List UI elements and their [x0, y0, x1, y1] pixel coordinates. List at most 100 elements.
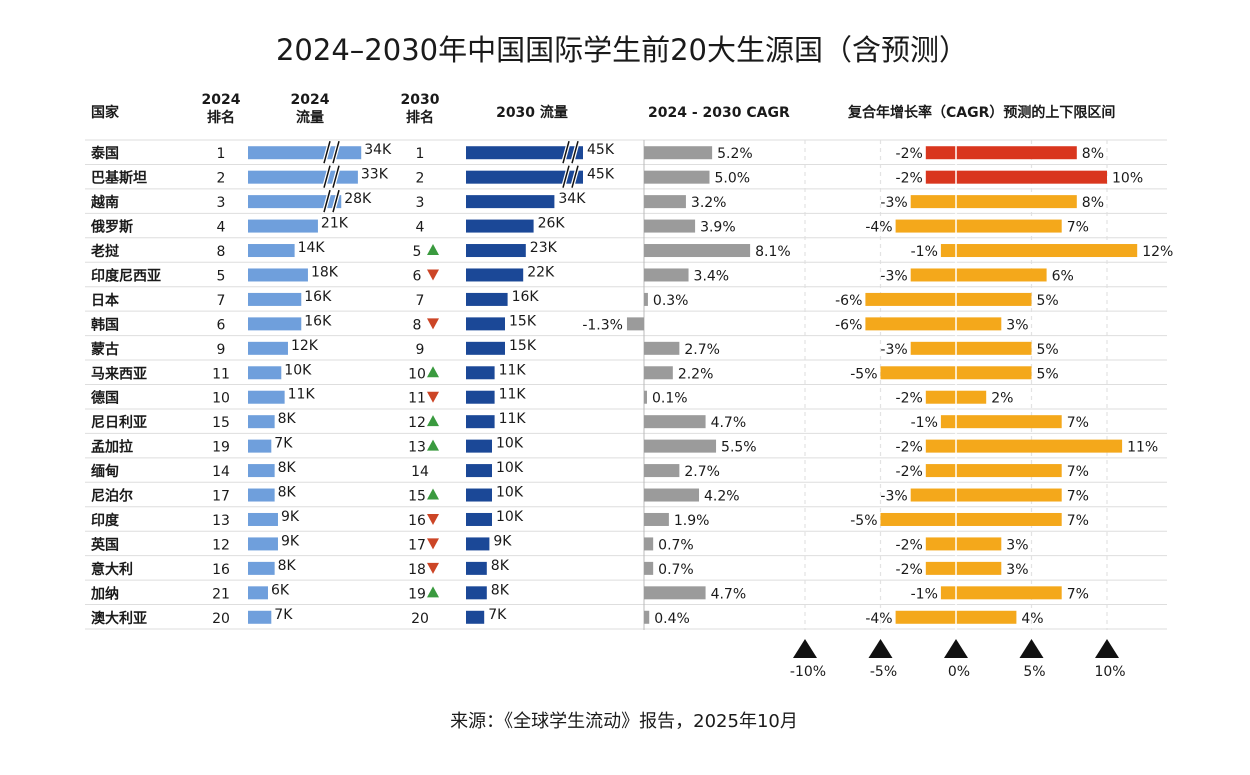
- country-name: 尼日利亚: [91, 414, 147, 431]
- range-low-label: -1%: [911, 415, 938, 431]
- flow-2024-label: 7K: [274, 607, 293, 623]
- cagr-label: 8.1%: [755, 244, 791, 260]
- range-high-label: 4%: [1021, 611, 1043, 627]
- cagr-range-bar: [865, 292, 1032, 306]
- country-name: 越南: [90, 194, 119, 211]
- rank-up-arrow-icon: [427, 488, 439, 500]
- country-name: 德国: [91, 390, 119, 407]
- axis-break-mark: [323, 141, 340, 164]
- rank-2024: 7: [217, 293, 226, 309]
- range-high-label: 12%: [1142, 244, 1173, 260]
- rank-2030: 7: [416, 293, 425, 309]
- country-name: 巴基斯坦: [91, 170, 147, 187]
- flow-2030-label: 16K: [512, 289, 540, 305]
- range-high-label: 6%: [1052, 268, 1074, 284]
- rank-2030: 1: [416, 146, 425, 162]
- rank-2024: 12: [212, 537, 230, 553]
- rank-2030: 13: [408, 440, 426, 456]
- rank-2024: 13: [212, 513, 230, 529]
- flow-2030-label: 11K: [499, 411, 527, 427]
- range-high-label: 5%: [1037, 342, 1059, 358]
- cagr-range-bar: [910, 488, 1062, 502]
- cagr-label: -1.3%: [582, 317, 623, 333]
- header-flow2024-line2: 流量: [296, 109, 324, 126]
- flow-2030-bar: [466, 610, 485, 624]
- flow-2024-bar: [248, 219, 318, 233]
- flow-2024-bar: [248, 488, 275, 502]
- cagr-label: 4.2%: [704, 489, 740, 505]
- range-low-label: -3%: [880, 489, 907, 505]
- rank-2024: 5: [217, 268, 226, 284]
- flow-2024-bar: [248, 170, 358, 184]
- header-rank2024-line1: 2024: [202, 92, 241, 108]
- cagr-range-bar: [925, 170, 1107, 184]
- flow-2030-bar: [466, 366, 495, 380]
- range-low-label: -2%: [896, 562, 923, 578]
- cagr-range-bar: [910, 341, 1032, 355]
- range-high-label: 3%: [1006, 317, 1028, 333]
- country-name: 老挝: [91, 243, 120, 260]
- flow-2030-label: 11K: [499, 362, 527, 378]
- rank-2030: 18: [408, 562, 426, 578]
- country-name: 意大利: [91, 561, 133, 578]
- rank-up-arrow-icon: [427, 415, 439, 427]
- cagr-bar: [626, 317, 644, 331]
- rank-up-arrow-icon: [427, 244, 439, 256]
- rank-2024: 21: [212, 586, 230, 602]
- cagr-label: 2.2%: [678, 366, 714, 382]
- flow-2024-bar: [248, 586, 268, 600]
- rank-2030: 4: [416, 220, 425, 236]
- range-tick-label: 10%: [1094, 664, 1125, 680]
- cagr-range-bar: [925, 464, 1062, 478]
- country-name: 缅甸: [91, 463, 119, 480]
- rank-2030: 20: [411, 611, 429, 627]
- cagr-range-bar: [925, 146, 1077, 160]
- cagr-label: 3.2%: [691, 195, 727, 211]
- cagr-label: 3.4%: [694, 268, 730, 284]
- flow-2030-label: 45K: [587, 167, 615, 183]
- rank-2024: 1: [217, 146, 226, 162]
- cagr-bar: [644, 488, 700, 502]
- cagr-range-bar: [925, 561, 1002, 575]
- flow-2024-bar: [248, 610, 272, 624]
- flow-2030-bar: [466, 146, 583, 160]
- flow-2030-bar: [466, 464, 492, 478]
- range-high-label: 8%: [1082, 195, 1104, 211]
- header-country: 国家: [91, 104, 120, 121]
- cagr-label: 5.2%: [717, 146, 753, 162]
- cagr-label: 3.9%: [700, 220, 736, 236]
- flow-2030-label: 11K: [499, 387, 527, 403]
- flow-2024-label: 18K: [311, 264, 339, 280]
- cagr-bar: [644, 415, 706, 429]
- rank-2024: 3: [217, 195, 226, 211]
- rank-2024: 17: [212, 489, 230, 505]
- country-name: 俄罗斯: [90, 219, 133, 236]
- header-rank2030-line1: 2030: [401, 92, 440, 108]
- rank-2024: 8: [217, 244, 226, 260]
- flow-2024-label: 9K: [281, 533, 300, 549]
- country-name: 印度尼西亚: [91, 267, 161, 284]
- rank-2030: 5: [413, 244, 422, 260]
- rank-2024: 20: [212, 611, 230, 627]
- rank-2030: 3: [416, 195, 425, 211]
- rank-2030: 6: [413, 268, 422, 284]
- rank-2030: 10: [408, 366, 426, 382]
- flow-2030-label: 10K: [496, 436, 524, 452]
- flow-2030-bar: [466, 195, 555, 209]
- cagr-label: 0.1%: [652, 391, 688, 407]
- range-low-label: -1%: [911, 586, 938, 602]
- range-tick-label: 5%: [1023, 664, 1045, 680]
- rank-2024: 10: [212, 391, 230, 407]
- range-low-label: -2%: [896, 171, 923, 187]
- cagr-bar: [644, 268, 689, 282]
- rank-2030: 15: [408, 489, 426, 505]
- chart-title: 2024–2030年中国国际学生前20大生源国（含预测）: [276, 33, 968, 67]
- flow-2030-label: 9K: [493, 533, 512, 549]
- cagr-label: 2.7%: [684, 342, 720, 358]
- flow-2024-bar: [248, 415, 275, 429]
- cagr-range-bar: [940, 244, 1138, 258]
- flow-2024-label: 16K: [304, 313, 332, 329]
- flow-2024-label: 21K: [321, 216, 349, 232]
- flow-2024-label: 33K: [361, 167, 389, 183]
